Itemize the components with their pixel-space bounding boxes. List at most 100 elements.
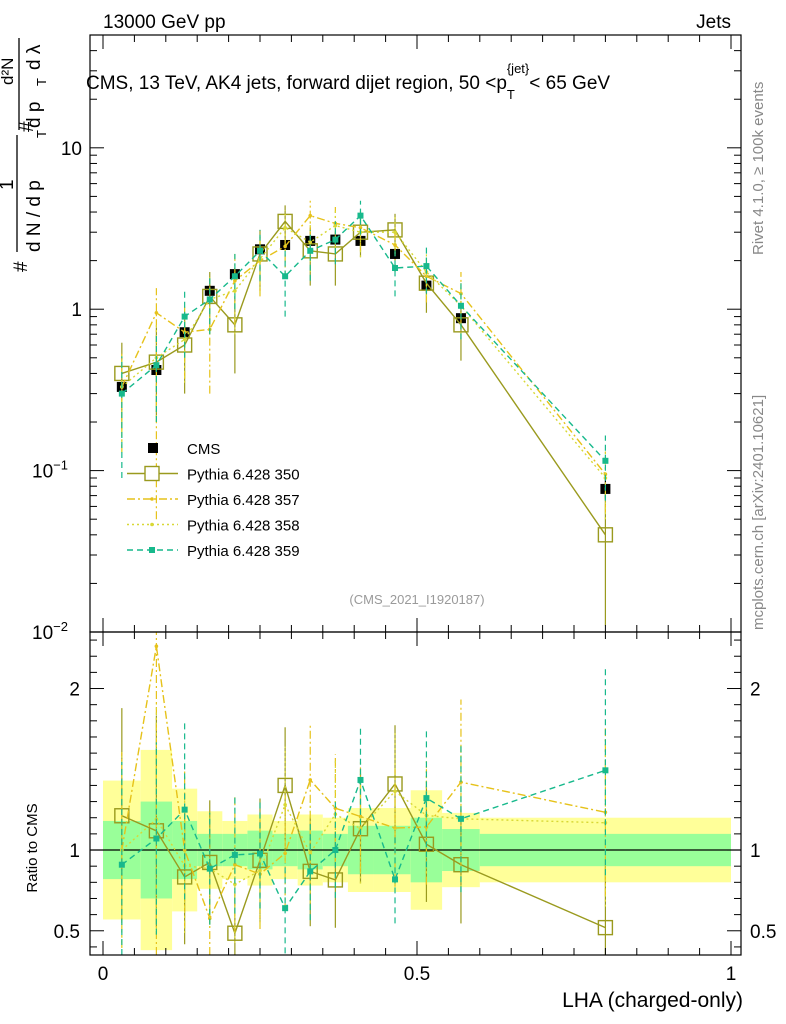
legend-swatch (144, 465, 160, 482)
ratio-point (358, 826, 363, 831)
ratio-plot-frame (89, 631, 742, 956)
data-point (308, 240, 313, 245)
data-point (154, 311, 159, 315)
data-point (283, 244, 287, 249)
ratio-point (393, 789, 397, 794)
y-tick-label: 10−2 (32, 619, 68, 644)
data-point (392, 265, 399, 272)
data-point (602, 457, 609, 464)
ratio-point (393, 826, 397, 830)
legend-entry-4: Pythia 6.428 359 (127, 543, 300, 560)
legend-label: Pythia 6.428 358 (187, 518, 300, 535)
data-point (307, 247, 314, 254)
ratio-point (392, 876, 399, 883)
legend: CMS Pythia 6.428 350 Pythia 6.428 357 Pythi… (127, 441, 300, 560)
ratio-tick-label-right: 0.5 (750, 922, 776, 943)
data-point (597, 527, 614, 543)
svg-text:#: # (11, 261, 32, 272)
svg-text:d N / d p: d N / d p (24, 180, 45, 252)
ratio-tick-label-right: 1 (750, 841, 761, 862)
series-line-main (121, 214, 606, 475)
ratio-point (597, 919, 614, 936)
ratio-tick-label-left: 1 (69, 841, 80, 862)
legend-entry-3: Pythia 6.428 358 (127, 518, 300, 535)
series-0 (116, 234, 611, 499)
plot-title: CMS, 13 TeV, AK4 jets, forward dijet reg… (86, 61, 610, 102)
data-point (257, 247, 263, 254)
main-y-axis-label: # 1 d N / d p T # d²N d p T d λ (0, 38, 49, 272)
y-tick-label: 10 (61, 139, 82, 160)
ratio-y-axis-label: Ratio to CMS (24, 803, 41, 892)
ratio-point (307, 868, 314, 875)
legend-entry-1: Pythia 6.428 350 (127, 465, 300, 484)
analysis-watermark: (CMS_2021_I1920187) (349, 592, 484, 607)
data-point (457, 302, 464, 309)
ratio-point (333, 806, 338, 810)
series-4 (118, 200, 609, 955)
legend-label: Pythia 6.428 359 (187, 543, 300, 560)
svg-text:1: 1 (0, 179, 18, 190)
data-point (423, 263, 430, 270)
data-point (231, 273, 238, 280)
axis-ticks (90, 34, 741, 955)
ratio-point (308, 778, 313, 782)
ratio-point (308, 851, 313, 855)
svg-text:d²N: d²N (0, 58, 17, 85)
legend-label: Pythia 6.428 357 (187, 492, 300, 509)
data-point (181, 313, 188, 320)
axes-frames (89, 34, 742, 956)
data-point (393, 243, 397, 247)
series-line-ratio (121, 790, 606, 886)
ratio-point (118, 861, 125, 868)
x-tick-label: 0 (98, 964, 109, 985)
ratio-point (332, 847, 339, 854)
legend-entry-0: CMS (148, 441, 220, 458)
svg-text:d p: d p (24, 102, 45, 128)
ratio-point (258, 868, 262, 873)
data-point (182, 337, 187, 342)
legend-swatch (150, 497, 154, 501)
svg-text:T: T (34, 130, 49, 138)
x-axis-label: LHA (charged-only) (562, 989, 743, 1012)
svg-text:d λ: d λ (24, 44, 45, 70)
data-point (358, 225, 363, 230)
rivet-version-label: Rivet 4.1.0, ≥ 100k events (750, 82, 767, 255)
data-series (114, 200, 614, 955)
ratio-point (357, 776, 364, 783)
svg-text:T: T (34, 78, 49, 86)
legend-swatch (148, 443, 158, 453)
data-point (357, 212, 364, 219)
ratio-tick-label-right: 2 (750, 680, 761, 701)
ratio-point (358, 814, 363, 819)
y-tick-label: 10−1 (32, 458, 68, 483)
legend-swatch (149, 547, 155, 553)
x-tick-label: 1 (726, 964, 737, 985)
ratio-point (457, 815, 464, 822)
legend-entry-2: Pythia 6.428 357 (127, 492, 300, 509)
data-point (333, 223, 338, 228)
legend-label: CMS (187, 441, 220, 458)
ratio-point (283, 803, 287, 807)
data-point (332, 236, 339, 243)
ratio-point (231, 851, 238, 858)
series-line-ratio (121, 646, 606, 921)
ratio-point (423, 795, 430, 802)
series-line-main (121, 224, 606, 479)
legend-label: Pythia 6.428 350 (187, 467, 300, 484)
x-tick-label: 0.5 (404, 964, 430, 985)
ratio-point (257, 850, 263, 857)
data-point (153, 362, 160, 369)
ratio-tick-label-left: 0.5 (54, 922, 80, 943)
ratio-point (282, 905, 289, 912)
header-left: 13000 GeV pp (103, 12, 226, 33)
data-point (308, 213, 313, 218)
header-right: Jets (696, 12, 731, 33)
ratio-point (233, 862, 237, 867)
ratio-point (233, 882, 237, 887)
ratio-uncertainty-bands (90, 749, 741, 951)
data-point (393, 230, 397, 235)
data-point (283, 225, 287, 230)
ratio-point (182, 848, 187, 852)
data-point (603, 472, 608, 476)
